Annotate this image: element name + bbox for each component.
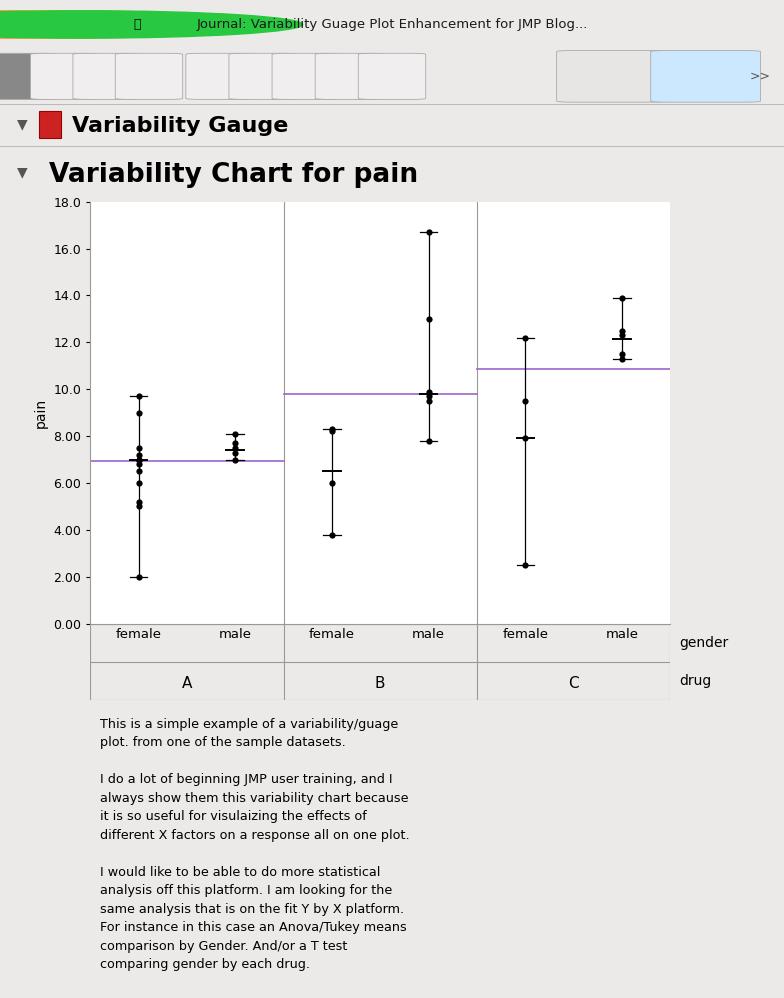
Y-axis label: pain: pain	[34, 397, 48, 428]
Text: ▼: ▼	[17, 166, 28, 180]
FancyBboxPatch shape	[73, 53, 140, 100]
FancyBboxPatch shape	[315, 53, 383, 100]
FancyBboxPatch shape	[115, 53, 183, 100]
FancyBboxPatch shape	[557, 51, 666, 102]
FancyBboxPatch shape	[39, 112, 61, 138]
Text: Variability Gauge: Variability Gauge	[72, 116, 289, 136]
Text: gender: gender	[680, 636, 729, 650]
FancyBboxPatch shape	[186, 53, 253, 100]
Text: B: B	[375, 677, 386, 692]
Text: Variability Chart for pain: Variability Chart for pain	[49, 162, 418, 188]
FancyBboxPatch shape	[0, 53, 56, 100]
Circle shape	[0, 11, 276, 38]
Circle shape	[0, 11, 249, 38]
FancyBboxPatch shape	[31, 53, 98, 100]
Text: 🗒: 🗒	[133, 18, 141, 31]
Text: Journal: Variability Guage Plot Enhancement for JMP Blog...: Journal: Variability Guage Plot Enhancem…	[196, 18, 588, 31]
FancyBboxPatch shape	[358, 53, 426, 100]
Text: >>: >>	[750, 70, 771, 83]
Circle shape	[0, 11, 303, 38]
FancyBboxPatch shape	[272, 53, 339, 100]
Text: ▼: ▼	[17, 118, 28, 132]
FancyBboxPatch shape	[229, 53, 296, 100]
FancyBboxPatch shape	[651, 51, 760, 102]
Text: drug: drug	[680, 674, 712, 688]
Text: This is a simple example of a variability/guage
plot. from one of the sample dat: This is a simple example of a variabilit…	[100, 718, 410, 971]
Text: A: A	[182, 677, 192, 692]
Text: C: C	[568, 677, 579, 692]
